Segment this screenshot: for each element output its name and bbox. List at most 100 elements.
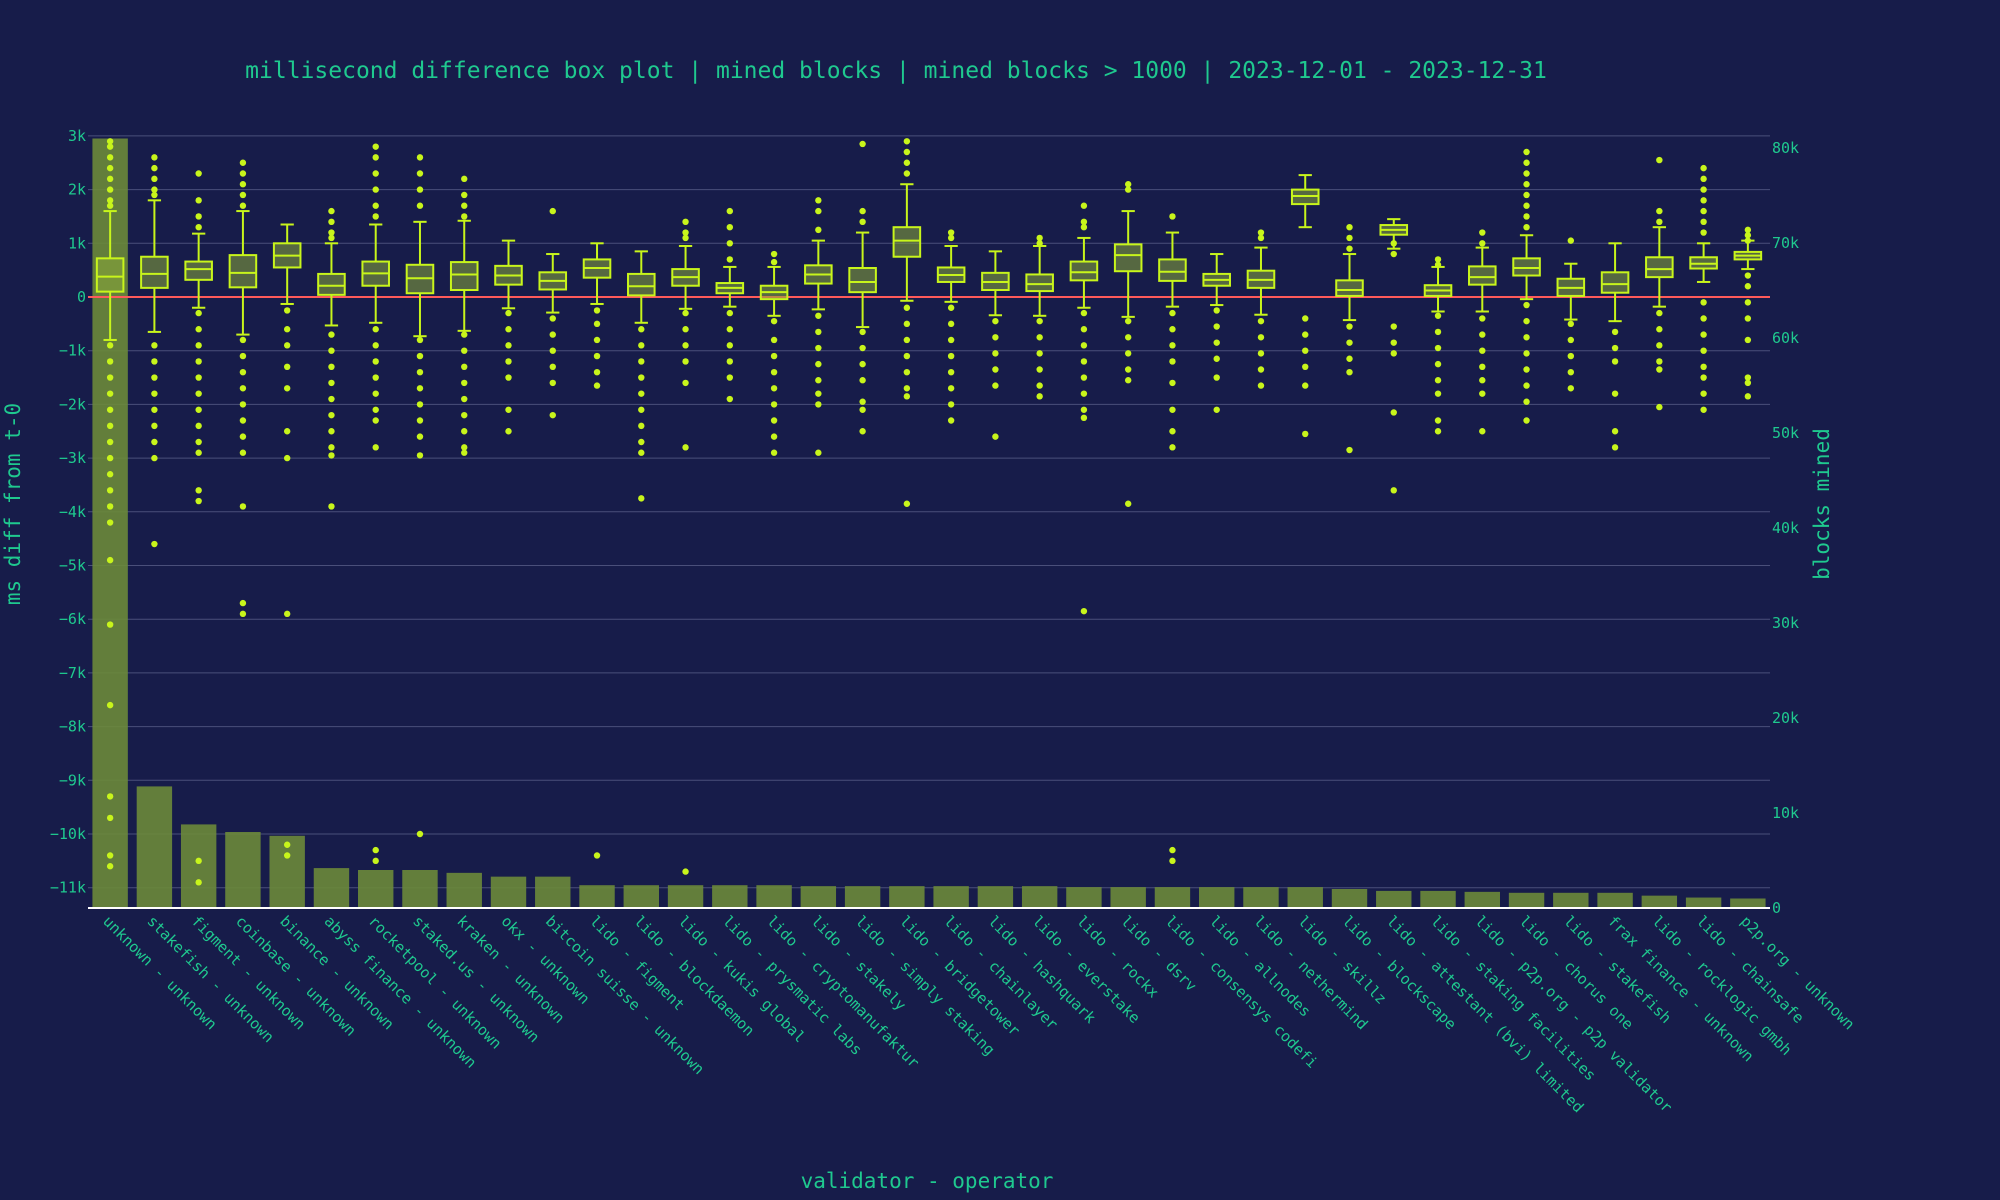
left-tick-label: −3k <box>59 449 86 467</box>
box-plot <box>848 140 877 435</box>
outlier-point <box>372 374 379 381</box>
blocks-bar <box>1464 891 1500 908</box>
outlier-point <box>1479 240 1486 247</box>
outlier-point <box>151 164 158 172</box>
outlier-point <box>859 377 866 384</box>
outlier-point <box>372 857 379 865</box>
outlier-point <box>106 390 114 397</box>
outlier-point <box>416 368 424 376</box>
outlier-point <box>1257 382 1265 389</box>
outlier-point <box>372 406 379 413</box>
outlier-point <box>1700 347 1707 354</box>
iqr-box <box>317 272 346 296</box>
outlier-point <box>106 471 114 478</box>
iqr-box <box>848 267 877 294</box>
outlier-point <box>859 140 866 148</box>
blocks-bar <box>313 868 350 908</box>
outlier-point <box>726 374 734 381</box>
outlier-point <box>151 422 158 430</box>
outlier-point <box>682 379 689 387</box>
outlier-point <box>416 452 424 459</box>
outlier-point <box>903 385 911 392</box>
outlier-point <box>1346 339 1353 346</box>
outlier-point <box>106 519 114 526</box>
outlier-point <box>372 417 379 424</box>
outlier-point <box>151 438 158 446</box>
blocks-bar <box>1021 886 1058 908</box>
box-plot <box>671 218 700 875</box>
outlier-point <box>903 304 911 311</box>
outlier-point <box>461 449 468 456</box>
outlier-point <box>726 256 734 263</box>
outlier-point <box>815 377 822 384</box>
outlier-point <box>1434 417 1442 424</box>
blocks-bar <box>1331 889 1368 908</box>
outlier-point <box>1346 245 1353 252</box>
outlier-point <box>1169 428 1176 435</box>
outlier-point <box>461 347 468 354</box>
outlier-point <box>1257 317 1265 325</box>
outlier-point <box>1169 406 1176 413</box>
outlier-point <box>106 202 114 209</box>
outlier-point <box>239 170 247 177</box>
outlier-point <box>461 379 468 387</box>
x-axis-title: validator - operator <box>801 1169 1054 1193</box>
outlier-point <box>106 814 114 822</box>
iqr-box <box>1512 257 1541 277</box>
outlier-point <box>1700 186 1707 193</box>
box-plot <box>1113 181 1143 507</box>
outlier-point <box>903 170 911 177</box>
outlier-point <box>1700 390 1707 397</box>
outlier-point <box>106 197 114 204</box>
outlier-point <box>1434 344 1442 352</box>
outlier-point <box>638 326 645 333</box>
outlier-point <box>106 186 114 193</box>
outlier-point <box>726 223 734 231</box>
outlier-point <box>372 186 379 193</box>
iqr-box <box>449 261 479 292</box>
blocks-bar <box>535 876 571 908</box>
outlier-point <box>1700 374 1707 381</box>
blocks-bar <box>1508 892 1545 908</box>
iqr-box <box>140 255 169 289</box>
outlier-point <box>1213 355 1220 362</box>
outlier-point <box>372 170 379 177</box>
outlier-point <box>1523 191 1530 199</box>
outlier-point <box>195 406 202 413</box>
outlier-point <box>195 449 202 456</box>
box-plot <box>1025 234 1054 400</box>
outlier-point <box>1744 283 1752 290</box>
outlier-point <box>1700 406 1707 413</box>
iqr-box <box>1025 273 1054 293</box>
outlier-point <box>638 495 645 502</box>
outlier-point <box>1124 500 1132 507</box>
outlier-point <box>593 352 601 360</box>
outlier-point <box>1169 213 1176 220</box>
outlier-point <box>815 312 822 319</box>
box-plot <box>715 207 745 403</box>
outlier-point <box>195 223 202 231</box>
box-plot <box>184 170 213 886</box>
outlier-point <box>1523 382 1530 389</box>
outlier-point <box>1611 390 1619 397</box>
box-plot <box>1423 256 1453 435</box>
outlier-point <box>106 358 114 365</box>
blocks-bar <box>1376 890 1412 908</box>
outlier-point <box>1744 315 1752 322</box>
outlier-point <box>1479 390 1486 397</box>
outlier-point <box>1523 148 1530 156</box>
blocks-bar <box>1553 892 1589 908</box>
outlier-point <box>1479 315 1486 322</box>
outlier-point <box>1036 317 1043 325</box>
outlier-point <box>283 610 291 618</box>
outlier-point <box>1567 237 1575 244</box>
blocks-bar <box>358 870 394 908</box>
outlier-point <box>1036 350 1043 357</box>
outlier-point <box>239 401 247 408</box>
outlier-point <box>1434 261 1442 268</box>
outlier-point <box>903 352 911 360</box>
outlier-point <box>416 170 424 177</box>
outlier-point <box>1169 309 1176 317</box>
box-plot <box>1202 253 1231 413</box>
outlier-point <box>372 213 379 220</box>
